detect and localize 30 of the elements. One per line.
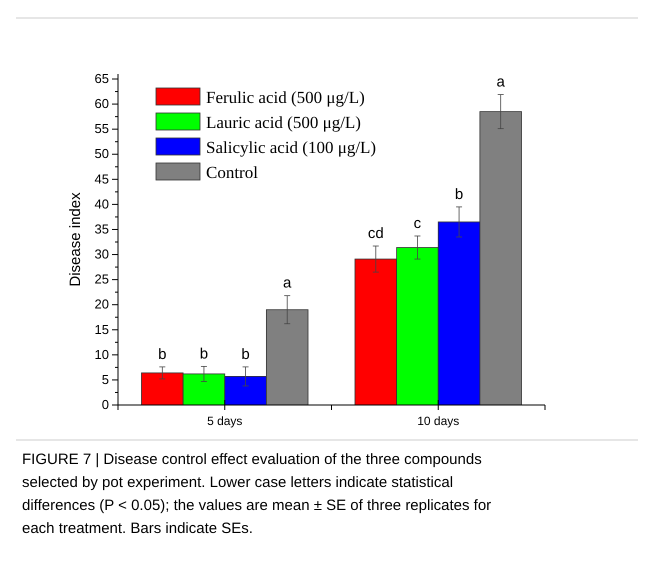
y-tick-label: 10	[94, 346, 109, 362]
y-axis-title: Disease index	[67, 192, 84, 287]
x-tick-label: 10 days	[417, 414, 460, 428]
y-tick-label: 30	[94, 246, 109, 262]
data-label: a	[283, 274, 292, 292]
y-tick-label: 5	[102, 372, 109, 387]
y-tick-label: 40	[94, 196, 109, 212]
data-label: c	[414, 214, 422, 232]
y-tick-label: 65	[94, 71, 109, 86]
legend-label: Salicylic acid (100 μg/L)	[206, 138, 376, 157]
data-label: b	[200, 345, 208, 362]
data-label: b	[241, 346, 250, 363]
y-tick-label: 20	[94, 296, 109, 312]
legend-label: Lauric acid (500 μg/L)	[206, 113, 361, 132]
y-tick-label: 45	[94, 171, 109, 186]
y-tick-label: 35	[94, 221, 109, 236]
y-tick-label: 50	[94, 146, 109, 162]
data-label: cd	[368, 225, 384, 242]
y-tick-label: 60	[94, 96, 109, 112]
x-tick-label: 5 days	[207, 414, 242, 428]
legend-label: Ferulic acid (500 μg/L)	[206, 88, 365, 107]
data-label: b	[158, 346, 166, 363]
data-label: b	[454, 186, 464, 203]
legend-label: Control	[206, 163, 258, 182]
caption: FIGURE 7 | Disease control effect evaluation of the three compounds selected by pot experiment. Lower case letters indicate statistical differences (P < 0.05); the values are mean ± SE of three replicates for each treatment. Bars indicate SEs.	[22, 451, 492, 537]
y-tick-label: 15	[94, 322, 109, 337]
y-tick-label: 0	[102, 397, 109, 412]
data-label: a	[496, 74, 506, 91]
y-tick-label: 55	[94, 121, 109, 136]
y-tick-label: 25	[94, 272, 109, 287]
